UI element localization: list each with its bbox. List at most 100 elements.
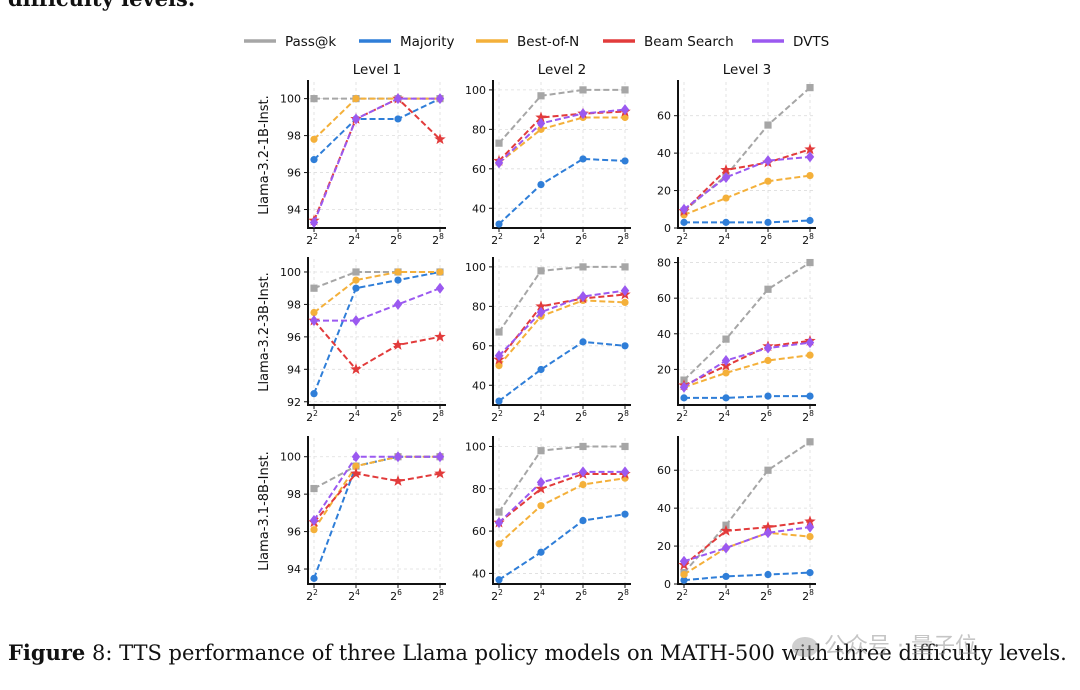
y-tick-label: 60 (657, 292, 671, 305)
x-tick-exponent: 8 (439, 588, 444, 597)
caption-number: 8: (91, 641, 113, 665)
y-tick-label: 100 (465, 261, 486, 274)
series-majority (310, 95, 444, 164)
data-point-dvts (721, 354, 731, 366)
data-point-best-of-n (579, 480, 587, 489)
x-tick-exponent: 4 (540, 588, 545, 597)
series-line-pass-k (498, 265, 625, 333)
series-line-dvts (683, 155, 811, 211)
series-line-dvts (498, 470, 625, 524)
data-point-pass-k (806, 258, 814, 267)
data-point-best-of-n (310, 135, 318, 143)
series-line-majority (684, 219, 811, 224)
data-point-majority (579, 338, 587, 346)
series-dvts (679, 151, 815, 215)
data-point-pass-k (806, 438, 814, 446)
x-tick-label: 22 (676, 409, 688, 424)
data-point-dvts (393, 298, 403, 310)
data-point-pass-k (537, 267, 545, 275)
x-tick-label: 28 (802, 232, 814, 247)
series-dvts (679, 521, 815, 567)
series-line-majority (683, 571, 811, 582)
x-tick-exponent: 4 (540, 232, 545, 241)
y-tick-label: 80 (472, 300, 486, 313)
data-point-best-of-n (806, 351, 814, 359)
series-line-majority (498, 157, 626, 225)
data-point-dvts (351, 451, 361, 463)
series-majority (495, 510, 629, 584)
series-line-dvts (314, 287, 441, 322)
data-point-pass-k (579, 442, 587, 451)
data-point-best-of-n (764, 177, 772, 185)
x-tick-label: 26 (575, 588, 587, 603)
series-line-pass-k (683, 86, 811, 212)
x-tick-exponent: 8 (624, 232, 629, 241)
data-point-majority (310, 574, 318, 582)
series-dvts (494, 104, 630, 169)
x-tick-exponent: 2 (313, 232, 318, 241)
data-point-pass-k (621, 263, 629, 271)
x-tick-exponent: 8 (809, 232, 814, 241)
legend-label-dvts: DVTS (793, 34, 829, 50)
x-tick-exponent: 8 (439, 232, 444, 241)
data-point-pass-k (495, 508, 503, 516)
y-tick-label: 100 (280, 451, 301, 464)
legend-entry-dvts: DVTS (752, 34, 829, 50)
y-tick-label: 100 (465, 440, 486, 453)
x-tick-exponent: 4 (355, 409, 360, 418)
data-point-majority (352, 284, 360, 292)
series-dvts (309, 93, 445, 228)
y-tick-label: 40 (657, 502, 671, 515)
data-point-dvts (351, 315, 361, 327)
figure-caption: Figure 8: TTS performance of three Llama… (8, 640, 1067, 665)
x-tick-label: 26 (760, 409, 772, 424)
series-majority (495, 338, 629, 405)
y-tick-label: 20 (657, 185, 671, 198)
x-tick-label: 24 (348, 588, 360, 603)
caption-label: Figure (8, 640, 86, 665)
series-beam-search (493, 288, 631, 365)
data-point-majority (680, 394, 688, 402)
series-line-best-of-n (313, 97, 440, 141)
data-point-dvts (679, 555, 689, 567)
series-pass-k (310, 453, 444, 493)
series-beam-search (493, 105, 631, 166)
x-tick-label: 28 (802, 588, 814, 603)
x-tick-label: 24 (533, 588, 545, 603)
series-line-beam-search (683, 148, 811, 212)
data-point-best-of-n (621, 113, 629, 122)
data-point-pass-k (621, 86, 629, 94)
data-point-pass-k (806, 84, 814, 92)
x-tick-exponent: 6 (767, 409, 772, 418)
data-point-dvts (620, 104, 630, 116)
data-point-majority (495, 576, 503, 584)
series-line-pass-k (498, 88, 625, 144)
series-dvts (494, 285, 630, 362)
x-tick-label: 26 (575, 232, 587, 247)
y-tick-label: 80 (472, 483, 486, 496)
data-point-majority (394, 115, 402, 123)
data-point-beam-search (535, 300, 547, 312)
series-line-majority (498, 513, 626, 581)
y-tick-label: 80 (657, 257, 671, 270)
series-line-dvts (313, 455, 440, 521)
x-tick-exponent: 2 (683, 409, 688, 418)
data-point-majority (537, 548, 545, 556)
series-best-of-n (680, 529, 814, 579)
y-tick-label: 94 (287, 563, 301, 576)
y-tick-label: 94 (287, 363, 301, 376)
x-tick-exponent: 2 (313, 409, 318, 418)
data-point-dvts (435, 282, 445, 294)
x-tick-label: 22 (491, 409, 503, 424)
series-beam-search (678, 334, 816, 391)
column-title-3: Level 3 (723, 62, 772, 78)
data-point-majority (722, 218, 730, 226)
series-majority (680, 216, 814, 226)
y-tick-label: 0 (664, 222, 671, 235)
data-point-beam-search (350, 363, 362, 375)
series-line-majority (498, 340, 626, 402)
data-point-pass-k (764, 466, 772, 474)
